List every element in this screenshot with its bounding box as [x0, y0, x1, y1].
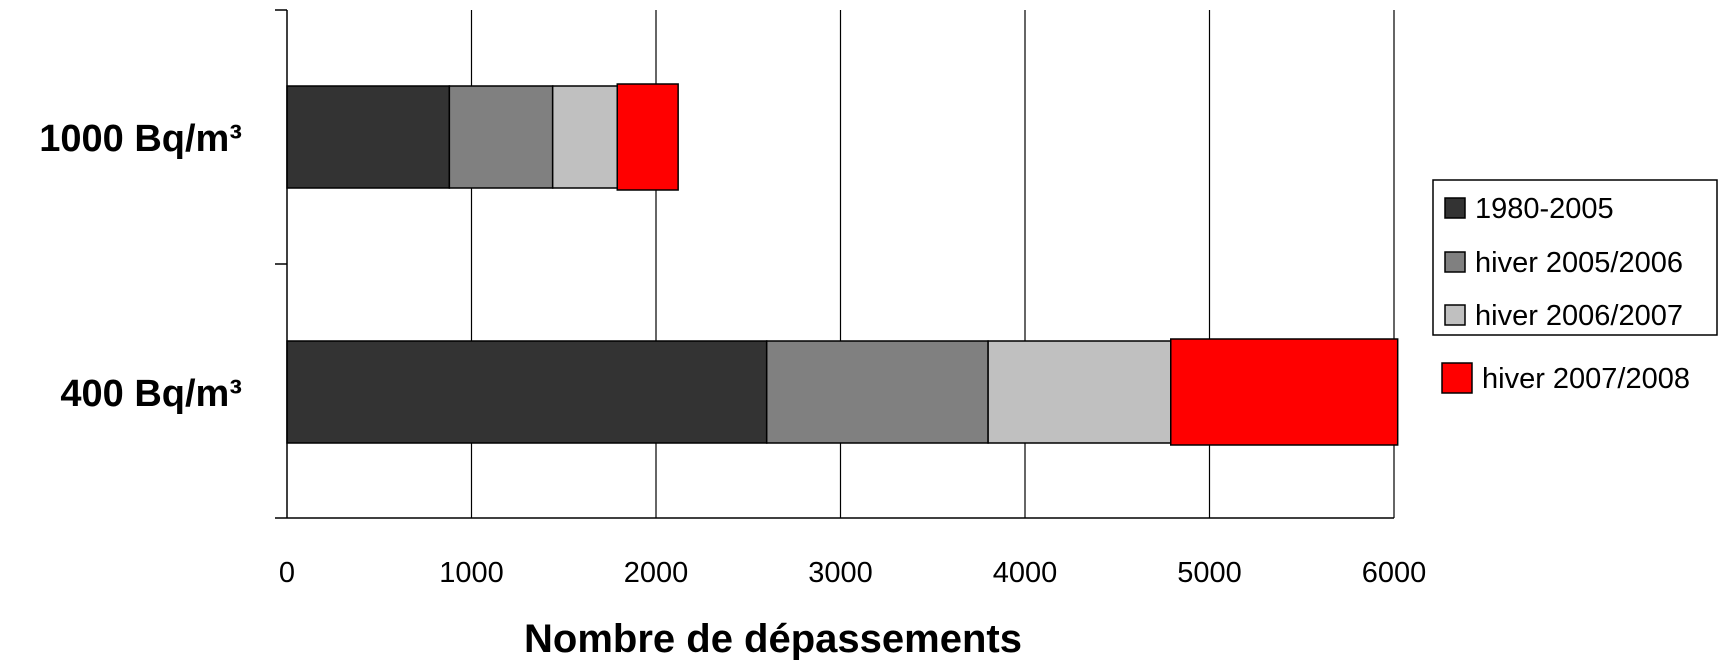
- bar-segment: [286, 85, 451, 189]
- x-axis-title: Nombre de dépassements: [524, 617, 1022, 660]
- x-tick-label: 0: [279, 557, 295, 589]
- bars: [286, 83, 1399, 446]
- bar-segment: [551, 85, 619, 189]
- legend-swatch: [1441, 362, 1473, 394]
- category-label: 400 Bq/m³: [60, 373, 242, 415]
- legend-label: hiver 2007/2008: [1482, 363, 1690, 395]
- x-tick-label: 4000: [993, 557, 1058, 589]
- x-tick-label: 3000: [808, 557, 873, 589]
- legend-label: hiver 2006/2007: [1475, 300, 1683, 332]
- category-labels: 1000 Bq/m³ 400 Bq/m³: [39, 118, 242, 415]
- bar-segment: [987, 340, 1172, 444]
- legend-swatch: [1444, 304, 1466, 326]
- legend-label: 1980-2005: [1475, 193, 1614, 225]
- x-tick-label: 5000: [1177, 557, 1242, 589]
- legend-swatch: [1444, 251, 1466, 273]
- x-tick-label: 6000: [1362, 557, 1427, 589]
- legend-frame: [1432, 179, 1718, 336]
- legend-label: hiver 2005/2006: [1475, 247, 1683, 279]
- legend: 1980-2005 hiver 2005/2006 hiver 2006/2007 h…: [1432, 179, 1718, 395]
- x-axis: [275, 9, 1394, 519]
- bar-segment: [286, 340, 768, 444]
- x-tick-label: 1000: [439, 557, 504, 589]
- bar-segment: [616, 83, 679, 191]
- category-label: 1000 Bq/m³: [39, 118, 242, 160]
- bar-segment: [1170, 338, 1399, 446]
- bar-segment: [448, 85, 554, 189]
- x-tick-label: 2000: [624, 557, 689, 589]
- x-tick-labels: 0 1000 2000 3000 4000 5000 6000: [279, 557, 1426, 589]
- legend-swatch: [1444, 197, 1466, 219]
- bar-segment: [765, 340, 989, 444]
